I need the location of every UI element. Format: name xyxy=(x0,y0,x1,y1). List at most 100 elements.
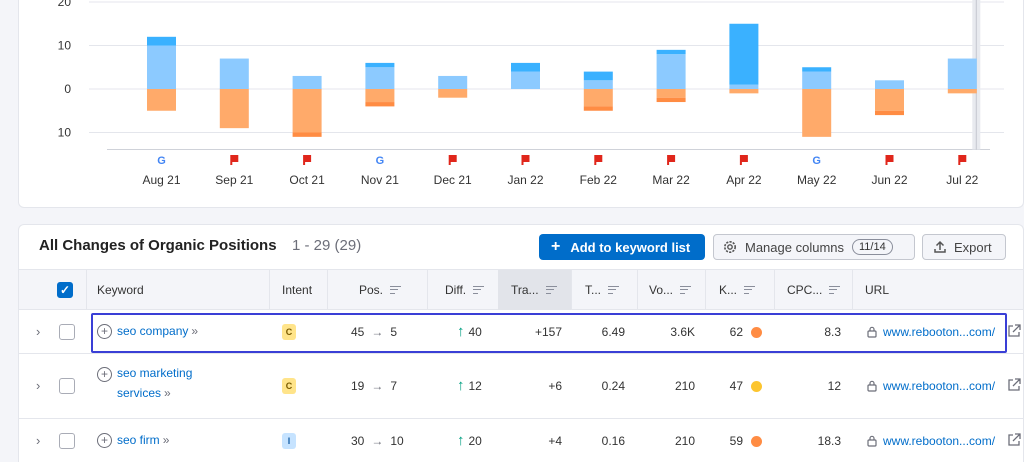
kd-value: 62 xyxy=(729,325,743,339)
expand-row-icon[interactable]: › xyxy=(36,324,41,339)
volume-value: 210 xyxy=(674,379,695,393)
flag-icon xyxy=(303,155,312,165)
external-link-icon[interactable] xyxy=(1007,433,1021,447)
keyword-link[interactable]: seo firm» xyxy=(117,430,169,450)
traffic-value: +6 xyxy=(548,379,562,393)
position-change: 30 → 10 xyxy=(351,434,404,448)
chart-bar xyxy=(583,80,613,89)
keyword-link[interactable]: seo company» xyxy=(117,321,198,341)
google-icon: G xyxy=(376,155,385,167)
chart-bar xyxy=(292,75,322,89)
diff-value: ↑ 20 xyxy=(457,432,482,449)
export-icon xyxy=(934,240,946,253)
lock-icon xyxy=(867,380,877,392)
column-header-cpc-label: CPC... xyxy=(787,283,823,297)
column-header-position[interactable]: Pos. xyxy=(359,270,402,310)
column-header-cpc[interactable]: CPC... xyxy=(787,270,841,310)
keyword-text-line2: services xyxy=(117,386,162,400)
chart-bar xyxy=(365,102,395,107)
column-header-diff[interactable]: Diff. xyxy=(445,270,485,310)
table-title: All Changes of Organic Positions xyxy=(39,237,277,254)
column-header-volume-label: Vo... xyxy=(649,283,674,297)
chart-bar xyxy=(656,49,686,55)
intent-badge: C xyxy=(282,378,296,394)
lock-icon xyxy=(867,435,877,447)
column-header-volume[interactable]: Vo... xyxy=(649,270,692,310)
positions-chart-card: 20 10 0 10 G Aug 21 Sep 21 Oct 21 G Nov 21 Dec 21 J… xyxy=(18,0,1024,208)
x-tick-label: Apr 22 xyxy=(726,173,762,187)
kd-difficulty-dot xyxy=(751,436,762,447)
row-checkbox[interactable] xyxy=(59,433,75,449)
traffic-value: +4 xyxy=(548,434,562,448)
add-keyword-icon[interactable]: + xyxy=(97,433,112,448)
chart-bar xyxy=(875,89,904,111)
url-link[interactable]: www.rebooton...com/ xyxy=(867,379,995,393)
expand-row-icon[interactable]: › xyxy=(36,433,41,448)
columns-count-badge: 11/14 xyxy=(852,239,893,255)
sort-icon xyxy=(473,286,485,294)
traffic-percent-value: 0.16 xyxy=(601,434,625,448)
flag-icon xyxy=(739,155,748,165)
organic-positions-table-card: All Changes of Organic Positions 1 - 29 … xyxy=(18,224,1024,462)
keyword-link[interactable]: seo marketing services» xyxy=(117,363,192,403)
chart-bar xyxy=(875,80,904,89)
chart-bar xyxy=(511,71,540,89)
url-link[interactable]: www.rebooton...com/ xyxy=(867,434,995,448)
chart-bar xyxy=(438,89,468,98)
column-header-traffic[interactable]: Tra... xyxy=(498,270,571,310)
chart-bar xyxy=(147,45,176,89)
x-tick-label: Jan 22 xyxy=(507,173,543,187)
expand-row-icon[interactable]: › xyxy=(36,378,41,393)
flag-icon xyxy=(885,155,894,165)
cpc-value: 18.3 xyxy=(817,434,841,448)
column-header-kd-label: K... xyxy=(719,283,738,297)
column-header-traffic-percent[interactable]: T... xyxy=(585,270,620,310)
sort-icon xyxy=(680,286,692,294)
column-header-keyword[interactable]: Keyword xyxy=(97,270,144,310)
column-header-url[interactable]: URL xyxy=(865,270,889,310)
chart-bar xyxy=(656,89,686,98)
arrow-right-icon: → xyxy=(371,325,384,339)
manage-columns-button[interactable]: Manage columns 11/14 xyxy=(713,234,915,260)
chart-bar xyxy=(802,67,832,72)
cpc-value: 12 xyxy=(827,379,841,393)
external-link-icon[interactable] xyxy=(1007,324,1021,338)
arrow-up-icon: ↑ xyxy=(457,323,465,340)
chart-bar xyxy=(219,58,249,89)
add-keyword-icon[interactable]: + xyxy=(97,324,112,339)
chart-bar xyxy=(365,62,395,68)
cpc-value: 8.3 xyxy=(824,325,841,339)
url-link[interactable]: www.rebooton...com/ xyxy=(867,325,995,339)
table-header-row: ✓ Keyword Intent Pos. Diff. Tra... T... … xyxy=(19,269,1023,310)
row-checkbox[interactable] xyxy=(59,324,75,340)
table-row: › + seo firm» I 30 → 10 ↑ 20 +4 0.16 210 59… xyxy=(19,419,1023,462)
diff-number: 12 xyxy=(468,379,482,393)
chart-bar xyxy=(583,106,613,111)
row-checkbox[interactable] xyxy=(59,378,75,394)
chart-bar xyxy=(729,84,759,89)
table-row: › + seo company» C 45 → 5 ↑ 40 +157 6.49 3.… xyxy=(19,310,1023,354)
keyword-text: seo company xyxy=(117,324,189,338)
chart-bar xyxy=(583,89,613,107)
sort-icon xyxy=(829,286,841,294)
add-to-keyword-list-button[interactable]: + Add to keyword list xyxy=(539,234,705,260)
traffic-percent-value: 6.49 xyxy=(601,325,625,339)
chart-bar xyxy=(729,89,759,94)
export-button[interactable]: Export xyxy=(922,234,1006,260)
volume-value: 210 xyxy=(674,434,695,448)
chart-bar xyxy=(656,97,686,103)
position-to: 7 xyxy=(390,379,398,393)
chart-bar xyxy=(147,89,176,111)
flag-icon xyxy=(521,155,530,165)
result-count: 1 - 29 (29) xyxy=(292,237,362,254)
column-header-intent[interactable]: Intent xyxy=(282,270,312,310)
google-icon: G xyxy=(157,155,166,167)
column-header-position-label: Pos. xyxy=(359,283,384,297)
external-link-icon[interactable] xyxy=(1007,378,1021,392)
add-keyword-icon[interactable]: + xyxy=(97,367,112,382)
intent-badge: I xyxy=(282,433,296,449)
column-header-kd[interactable]: K... xyxy=(719,270,756,310)
double-chevron-icon: » xyxy=(164,386,171,400)
select-all-checkbox[interactable]: ✓ xyxy=(57,282,73,298)
flag-icon xyxy=(667,155,676,165)
